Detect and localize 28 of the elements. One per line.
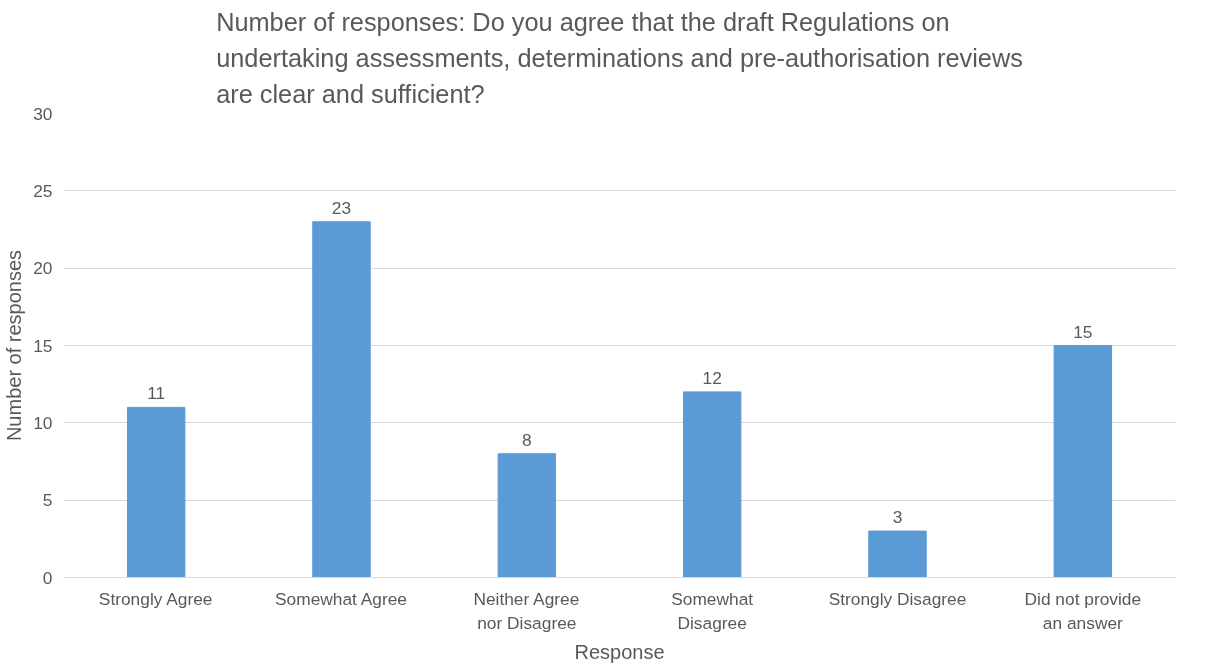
bar <box>682 391 742 578</box>
bar <box>497 453 557 578</box>
x-tick-label: Somewhat Agree <box>275 588 408 609</box>
x-tick-label: Strongly Disagree <box>828 588 967 609</box>
x-axis-title: Response <box>574 640 665 663</box>
bar <box>1053 345 1113 578</box>
bar <box>868 530 927 578</box>
bar <box>312 221 371 578</box>
y-tick-label: 10 <box>33 412 53 433</box>
data-label: 15 <box>1073 321 1093 342</box>
y-tick-label: 15 <box>33 335 53 356</box>
data-label: 12 <box>702 367 722 388</box>
y-tick-label: 25 <box>33 180 53 201</box>
x-tick-label: Neither Agree nor Disagree <box>473 588 580 633</box>
x-tick-label: Did not provide an answer <box>1024 588 1142 633</box>
x-tick-label: Strongly Agree <box>98 588 213 609</box>
y-axis-title: Number of responses <box>3 249 26 442</box>
x-tick-label: Somewhat Disagree <box>671 588 754 633</box>
data-label: 3 <box>892 507 903 528</box>
y-tick-label: 20 <box>33 258 53 279</box>
y-tick-label: 5 <box>42 490 53 511</box>
y-tick-label: 0 <box>42 567 53 588</box>
y-tick-label: 30 <box>33 103 53 124</box>
bar <box>126 406 186 578</box>
data-label: 23 <box>331 197 352 218</box>
data-label: 11 <box>147 383 166 404</box>
chart-title: Number of responses: Do you agree that the draft Regulations on undertaking assessments, determinations and pre-authorisation reviews are clear and sufficient? <box>216 7 1023 109</box>
data-label: 8 <box>522 429 532 450</box>
